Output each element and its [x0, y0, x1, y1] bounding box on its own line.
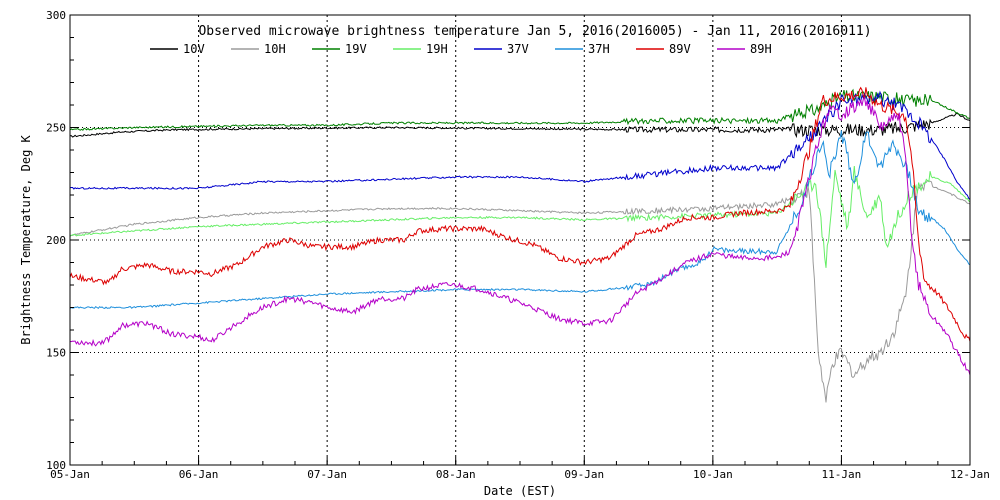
legend-label-19v: 19V — [345, 42, 367, 56]
x-tick-label: 05-Jan — [50, 468, 90, 481]
x-tick-label: 09-Jan — [564, 468, 604, 481]
legend-label-37h: 37H — [588, 42, 610, 56]
y-tick-label: 150 — [46, 347, 66, 360]
grid-lines — [70, 15, 970, 465]
series-line-10v — [69, 113, 971, 139]
series-line-37h — [69, 130, 971, 309]
x-axis-ticks: 05-Jan 06-Jan 07-Jan 08-Jan 09-Jan 10-Jan 11-J… — [50, 457, 990, 481]
chart-title: Observed microwave brightness temperatur… — [198, 24, 871, 39]
x-tick-label: 12-Jan — [950, 468, 990, 481]
y-tick-label: 300 — [46, 9, 66, 22]
y-axis-ticks: 100 150 200 250 300 — [46, 9, 970, 472]
x-tick-label: 06-Jan — [179, 468, 219, 481]
x-tick-label: 08-Jan — [436, 468, 476, 481]
x-axis-label: Date (EST) — [484, 484, 556, 498]
y-tick-label: 200 — [46, 234, 66, 247]
x-tick-label: 10-Jan — [693, 468, 733, 481]
series-line-89v — [69, 86, 971, 342]
series-line-89h — [69, 96, 971, 376]
legend-label-89h: 89H — [750, 42, 772, 56]
legend-label-10h: 10H — [264, 42, 286, 56]
series-lines — [69, 86, 971, 403]
legend-label-89v: 89V — [669, 42, 691, 56]
legend-label-37v: 37V — [507, 42, 529, 56]
legend-label-10v: 10V — [183, 42, 205, 56]
legend: 10V 10H 19V 19H 37V 37H 89V 89H — [150, 42, 772, 56]
x-tick-label: 07-Jan — [307, 468, 347, 481]
y-tick-label: 100 — [46, 459, 66, 472]
y-tick-label: 250 — [46, 122, 66, 135]
x-tick-label: 11-Jan — [822, 468, 862, 481]
legend-label-19h: 19H — [426, 42, 448, 56]
series-line-10h — [69, 179, 971, 403]
series-line-19h — [69, 165, 971, 268]
series-line-37v — [69, 90, 971, 200]
y-axis-label: Brightness Temperature, Deg K — [19, 134, 33, 344]
